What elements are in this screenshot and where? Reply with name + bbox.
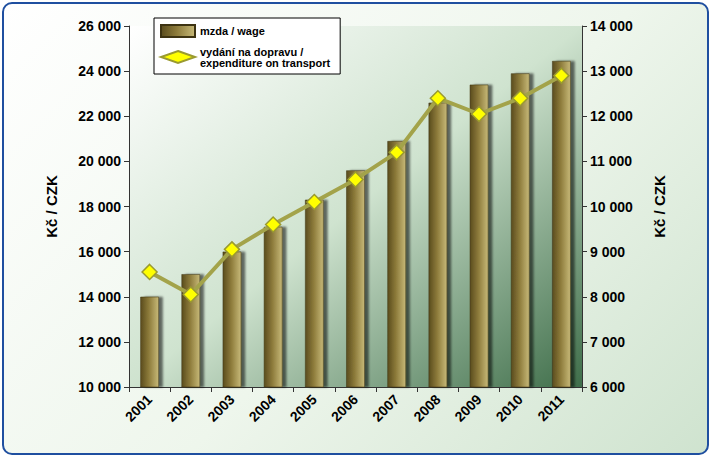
svg-text:11 000: 11 000 xyxy=(590,153,632,169)
svg-text:10 000: 10 000 xyxy=(78,379,121,395)
svg-text:10 000: 10 000 xyxy=(590,199,633,215)
svg-text:26 000: 26 000 xyxy=(78,18,121,34)
svg-text:mzda / wage: mzda / wage xyxy=(200,25,265,37)
svg-text:vydání na dopravu /: vydání na dopravu / xyxy=(200,45,307,58)
svg-text:2006: 2006 xyxy=(328,391,361,424)
svg-text:2010: 2010 xyxy=(493,391,526,424)
svg-text:24 000: 24 000 xyxy=(78,63,121,79)
svg-text:2007: 2007 xyxy=(369,391,402,424)
svg-text:2011: 2011 xyxy=(534,391,567,424)
svg-text:9 000: 9 000 xyxy=(590,244,625,260)
svg-text:2003: 2003 xyxy=(204,391,237,424)
svg-text:12 000: 12 000 xyxy=(590,108,633,124)
svg-text:2002: 2002 xyxy=(163,391,196,424)
svg-text:22 000: 22 000 xyxy=(78,108,121,124)
svg-text:expenditure on transport: expenditure on transport xyxy=(200,57,331,69)
svg-text:7 000: 7 000 xyxy=(590,334,625,350)
svg-text:16 000: 16 000 xyxy=(78,244,121,260)
svg-text:2004: 2004 xyxy=(245,391,278,424)
svg-text:2009: 2009 xyxy=(451,391,484,424)
svg-text:20 000: 20 000 xyxy=(78,153,121,169)
svg-text:14 000: 14 000 xyxy=(590,18,633,34)
svg-text:14 000: 14 000 xyxy=(78,289,121,305)
svg-text:Kč / CZK: Kč / CZK xyxy=(43,175,60,238)
svg-text:2008: 2008 xyxy=(410,391,443,424)
svg-text:8 000: 8 000 xyxy=(590,289,625,305)
svg-text:18 000: 18 000 xyxy=(78,199,121,215)
svg-text:2005: 2005 xyxy=(287,391,320,424)
svg-text:13 000: 13 000 xyxy=(590,63,633,79)
svg-text:6 000: 6 000 xyxy=(590,379,625,395)
svg-text:12 000: 12 000 xyxy=(78,334,121,350)
svg-text:Kč / CZK: Kč / CZK xyxy=(651,175,668,238)
svg-text:2001: 2001 xyxy=(122,391,155,424)
